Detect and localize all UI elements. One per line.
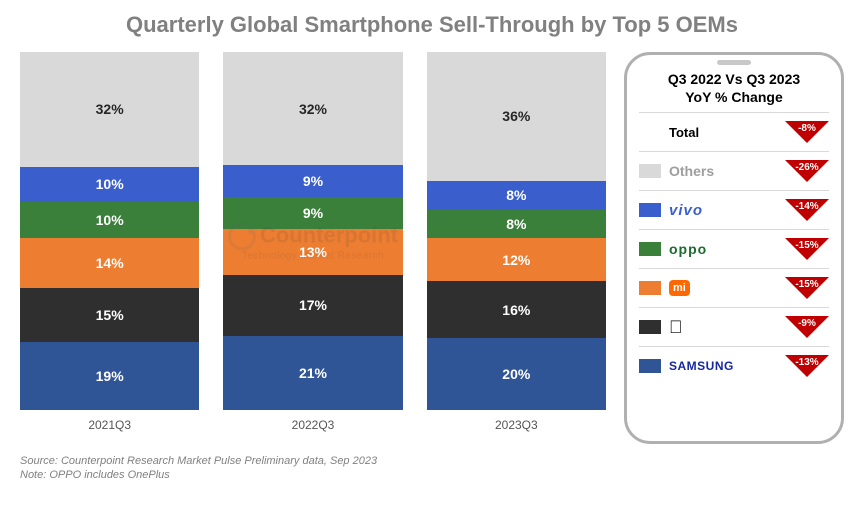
bar-segment-xiaomi: 12% xyxy=(427,238,606,281)
yoy-row-vivo: vivo -14% xyxy=(639,190,829,229)
yoy-row-oppo: oppo -15% xyxy=(639,229,829,268)
yoy-row-samsung: SAMSUNG -13% xyxy=(639,346,829,385)
yoy-change-indicator: -13% xyxy=(785,355,829,377)
legend-swatch xyxy=(639,320,661,334)
phone-panel: Q3 2022 Vs Q3 2023 YoY % Change Total -8%… xyxy=(624,52,844,444)
footer-note: Note: OPPO includes OnePlus xyxy=(20,468,844,482)
bar-segment-vivo: 10% xyxy=(20,167,199,203)
yoy-change-indicator: -15% xyxy=(785,238,829,260)
bar-segment-apple: 15% xyxy=(20,288,199,342)
bar-segment-apple: 16% xyxy=(427,281,606,338)
footer: Source: Counterpoint Research Market Pul… xyxy=(20,454,844,483)
legend-swatch xyxy=(639,242,661,256)
bar-segment-oppo: 10% xyxy=(20,202,199,238)
phone-rows: Total -8% Others -26% vivo -14% oppo -15% mi -15%… xyxy=(639,112,829,385)
bar-segment-vivo: 9% xyxy=(223,165,402,197)
bar-segment-others: 36% xyxy=(427,52,606,181)
brand-label: Others xyxy=(669,163,777,179)
x-axis-label: 2023Q3 xyxy=(495,418,538,432)
yoy-change-indicator: -26% xyxy=(785,160,829,182)
yoy-change-indicator: -9% xyxy=(785,316,829,338)
yoy-change-indicator: -14% xyxy=(785,199,829,221)
brand-label: SAMSUNG xyxy=(669,359,777,373)
phone-title-line1: Q3 2022 Vs Q3 2023 xyxy=(668,71,800,87)
bar-segment-apple: 17% xyxy=(223,275,402,335)
legend-swatch xyxy=(639,359,661,373)
phone-panel-title: Q3 2022 Vs Q3 2023 YoY % Change xyxy=(639,71,829,106)
chart-area: Counterpoint Technology Market Research … xyxy=(20,52,606,444)
bars-row: Counterpoint Technology Market Research … xyxy=(20,52,606,432)
yoy-row-xiaomi: mi -15% xyxy=(639,268,829,307)
bar-segment-oppo: 9% xyxy=(223,197,402,229)
legend-swatch xyxy=(639,281,661,295)
yoy-row-apple:  -9% xyxy=(639,307,829,346)
content-row: Counterpoint Technology Market Research … xyxy=(20,52,844,444)
stacked-bar: 32%9%9%13%17%21% xyxy=(223,52,402,410)
bar-segment-samsung: 20% xyxy=(427,338,606,410)
chart-title: Quarterly Global Smartphone Sell-Through… xyxy=(20,12,844,38)
footer-source: Source: Counterpoint Research Market Pul… xyxy=(20,454,844,468)
brand-label: Total xyxy=(669,125,777,140)
bar-segment-xiaomi: 14% xyxy=(20,238,199,288)
yoy-row-others: Others -26% xyxy=(639,151,829,190)
bar-column: 32%10%10%14%15%19%2021Q3 xyxy=(20,52,199,432)
bar-segment-samsung: 21% xyxy=(223,336,402,410)
legend-swatch xyxy=(639,164,661,178)
legend-swatch xyxy=(639,203,661,217)
yoy-row-total: Total -8% xyxy=(639,112,829,151)
bar-segment-vivo: 8% xyxy=(427,181,606,210)
bar-segment-xiaomi: 13% xyxy=(223,229,402,275)
yoy-change-indicator: -15% xyxy=(785,277,829,299)
bar-segment-samsung: 19% xyxy=(20,342,199,410)
bar-column: 36%8%8%12%16%20%2023Q3 xyxy=(427,52,606,432)
phone-title-line2: YoY % Change xyxy=(685,89,783,105)
stacked-bar: 32%10%10%14%15%19% xyxy=(20,52,199,410)
x-axis-label: 2022Q3 xyxy=(292,418,335,432)
brand-label: oppo xyxy=(669,241,777,257)
bar-column: 32%9%9%13%17%21%2022Q3 xyxy=(223,52,402,432)
bar-segment-oppo: 8% xyxy=(427,210,606,239)
yoy-change-indicator: -8% xyxy=(785,121,829,143)
brand-label: vivo xyxy=(669,202,777,219)
bar-segment-others: 32% xyxy=(20,52,199,167)
x-axis-label: 2021Q3 xyxy=(88,418,131,432)
stacked-bar: 36%8%8%12%16%20% xyxy=(427,52,606,410)
bar-segment-others: 32% xyxy=(223,52,402,165)
brand-label:  xyxy=(669,317,777,338)
brand-label: mi xyxy=(669,280,777,296)
